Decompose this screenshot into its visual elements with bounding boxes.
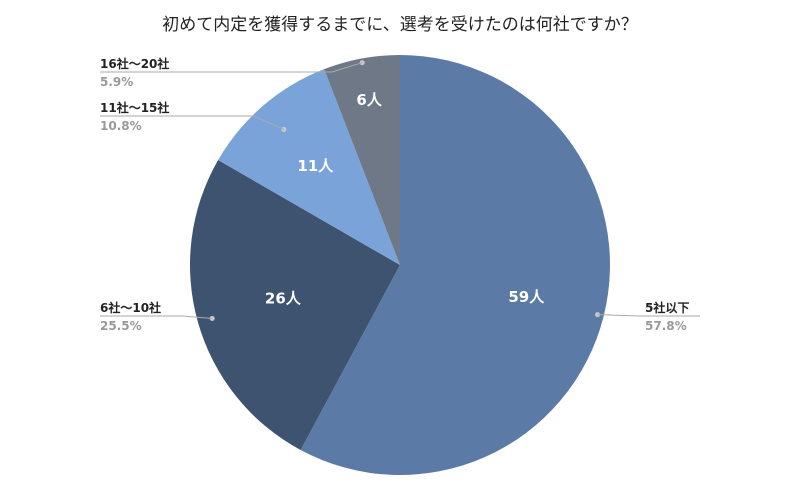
slice-percent-label: 10.8% [100,119,142,133]
slice-category-label: 11社〜15社 [100,100,169,115]
slice-category-label: 16社〜20社 [100,56,169,71]
slice-count-label: 6人 [356,91,382,109]
leader-dot [359,60,365,66]
slice-percent-label: 5.9% [100,75,133,89]
pie-slice-5 [300,55,610,475]
slice-percent-label: 57.8% [645,319,687,333]
slice-category-label: 5社以下 [645,300,689,315]
leader-lines [100,60,700,321]
slice-labels: 59人 5社以下 57.8% 26人 6社〜10社 25.5% 11人 11社〜15社 10.8… [100,56,689,333]
pie-slices [189,55,610,475]
pie-slice-6-10 [189,160,400,451]
leader-line [100,115,285,130]
chart-title: 初めて内定を獲得するまでに、選考を受けたのは何社ですか？ [162,15,638,35]
slice-count-label: 11人 [297,157,334,175]
slice-percent-label: 25.5% [100,319,142,333]
leader-line [597,314,700,317]
slice-category-label: 6社〜10社 [100,300,161,315]
pie-slice-16-20 [324,55,400,265]
slice-count-label: 59人 [508,288,545,306]
slice-count-label: 26人 [265,289,302,307]
pie-slice-11-15 [218,69,400,265]
leader-line [100,315,213,319]
leader-line [100,62,363,73]
